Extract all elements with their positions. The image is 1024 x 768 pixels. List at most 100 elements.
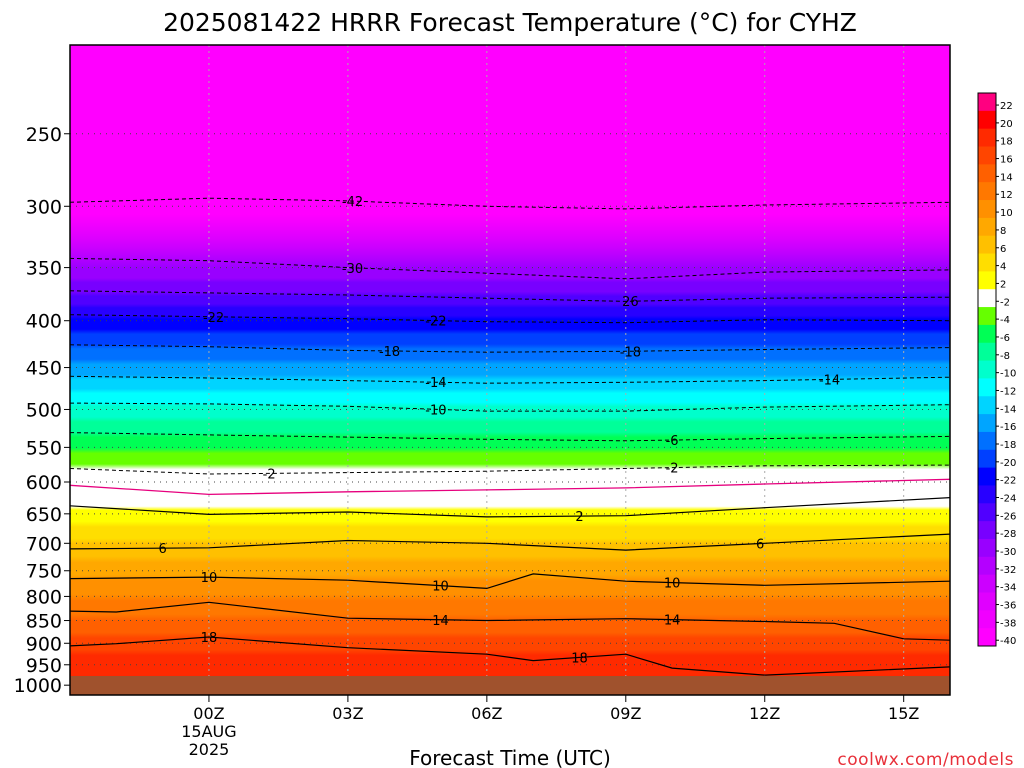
colorbar-swatch	[978, 289, 996, 308]
pressure-tick-label: 350	[26, 258, 62, 280]
pressure-tick-label: 850	[26, 611, 62, 633]
isotherm-label: -18	[620, 345, 641, 360]
isotherm-label: 10	[664, 577, 681, 592]
time-tick-label: 06Z	[471, 704, 502, 723]
isotherm-label: 18	[201, 631, 218, 646]
pressure-tick-label: 550	[26, 437, 62, 459]
isotherm-label: -42	[342, 195, 363, 210]
colorbar-label: -40	[1000, 636, 1016, 647]
colorbar-label: -2	[1000, 297, 1010, 308]
isotherm-label: -22	[203, 311, 224, 326]
isotherm-label: 6	[158, 542, 166, 557]
isotherm-line	[70, 464, 950, 475]
colorbar-label: -34	[1000, 583, 1016, 594]
colorbar-swatch	[978, 324, 996, 344]
colorbar-label: -8	[1000, 351, 1010, 362]
pressure-tick-label: 600	[26, 472, 62, 494]
pressure-tick-label: 450	[26, 358, 62, 380]
isotherm-line	[70, 197, 950, 210]
colorbar-label: 2	[1000, 279, 1006, 290]
pressure-tick-label: 500	[26, 399, 62, 421]
isotherm-line	[70, 375, 950, 384]
isotherm-label: 26	[622, 295, 639, 310]
colorbar-swatch	[978, 574, 996, 593]
isotherm-label: -18	[379, 345, 400, 360]
isotherm-line	[70, 533, 950, 551]
pressure-tick-label: 800	[26, 586, 62, 608]
colorbar-swatch	[978, 182, 996, 201]
colorbar-swatch	[978, 503, 996, 522]
isotherm-label: -30	[342, 262, 363, 277]
colorbar-label: -12	[1000, 386, 1016, 397]
isotherm-line	[70, 432, 950, 442]
colorbar-label: 16	[1000, 155, 1013, 166]
colorbar-swatch	[978, 235, 996, 255]
pressure-tick-label: 250	[26, 124, 62, 146]
isotherm-line	[70, 601, 950, 641]
isotherm-label: -22	[425, 315, 446, 330]
colorbar-label: -6	[1000, 333, 1010, 344]
isotherm-line	[70, 290, 950, 302]
colorbar-swatch	[978, 414, 996, 433]
isotherm-line	[70, 573, 950, 590]
colorbar-label: -26	[1000, 511, 1016, 522]
colorbar-label: 6	[1000, 244, 1006, 255]
colorbar-label: -14	[1000, 404, 1016, 415]
colorbar-label: -28	[1000, 529, 1016, 540]
colorbar-swatch	[978, 538, 996, 558]
colorbar-swatch	[978, 253, 996, 272]
colorbar-label: 4	[1000, 262, 1006, 273]
isotherm-line	[70, 344, 950, 353]
colorbar-frame	[977, 92, 997, 647]
time-tick-label: 15Z	[888, 704, 919, 723]
isotherm-label: -2	[263, 467, 276, 482]
colorbar-label: -20	[1000, 458, 1016, 469]
colorbar-label: 8	[1000, 226, 1006, 237]
colorbar-swatch	[978, 467, 996, 486]
colorbar-swatch	[978, 556, 996, 576]
colorbar-label: -16	[1000, 422, 1016, 433]
colorbar-label: -4	[1000, 315, 1010, 326]
colorbar-swatch	[978, 628, 996, 647]
colorbar-swatch	[978, 128, 996, 148]
colorbar-swatch	[978, 110, 996, 130]
time-tick-sublabel: 15AUG	[181, 722, 236, 741]
plot-frame	[69, 44, 951, 696]
pressure-axis: 2503003504004505005506006507007508008509…	[14, 124, 70, 697]
colorbar-label: -32	[1000, 565, 1016, 576]
isotherm-label: -14	[819, 373, 840, 388]
chart-title: 2025081422 HRRR Forecast Temperature (°C…	[163, 8, 857, 37]
colorbar-swatch	[978, 521, 996, 540]
isotherm-line	[70, 478, 950, 496]
colorbar-label: -30	[1000, 547, 1016, 558]
colorbar-swatch	[978, 164, 996, 183]
colorbar-label: 10	[1000, 208, 1013, 219]
isotherm-line	[70, 497, 950, 518]
colorbar-legend: 22 20 18 16 14 12 10 8 6 4 2 -2 -4 -6 -8 -10 -12 -14 -16 -1…	[977, 92, 1016, 647]
colorbar-label: 18	[1000, 137, 1013, 148]
colorbar-swatch	[978, 610, 996, 629]
isotherm-label: -10	[425, 403, 446, 418]
colorbar-swatch	[978, 217, 996, 237]
colorbar-swatch	[978, 485, 996, 504]
grid-lines	[70, 45, 950, 695]
isotherm-label: 14	[432, 614, 449, 629]
time-tick-label: 00Z	[193, 704, 224, 723]
pressure-tick-label: 400	[26, 311, 62, 333]
isotherm-label: -14	[425, 376, 446, 391]
isotherm-label: 18	[571, 651, 588, 666]
isotherm-label: -6	[666, 434, 679, 449]
isotherm-label: 2	[575, 510, 583, 525]
isotherm-line	[70, 636, 950, 676]
isotherm-line	[70, 257, 950, 280]
isotherm-label: -2	[666, 462, 679, 477]
time-tick-label: 12Z	[749, 704, 780, 723]
time-tick-label: 09Z	[610, 704, 641, 723]
colorbar-label: 22	[1000, 101, 1013, 112]
colorbar-label: -10	[1000, 369, 1016, 380]
colorbar-swatch	[978, 449, 996, 469]
isotherm-line	[70, 402, 950, 412]
isotherm-line	[70, 314, 950, 324]
colorbar-swatch	[978, 431, 996, 451]
